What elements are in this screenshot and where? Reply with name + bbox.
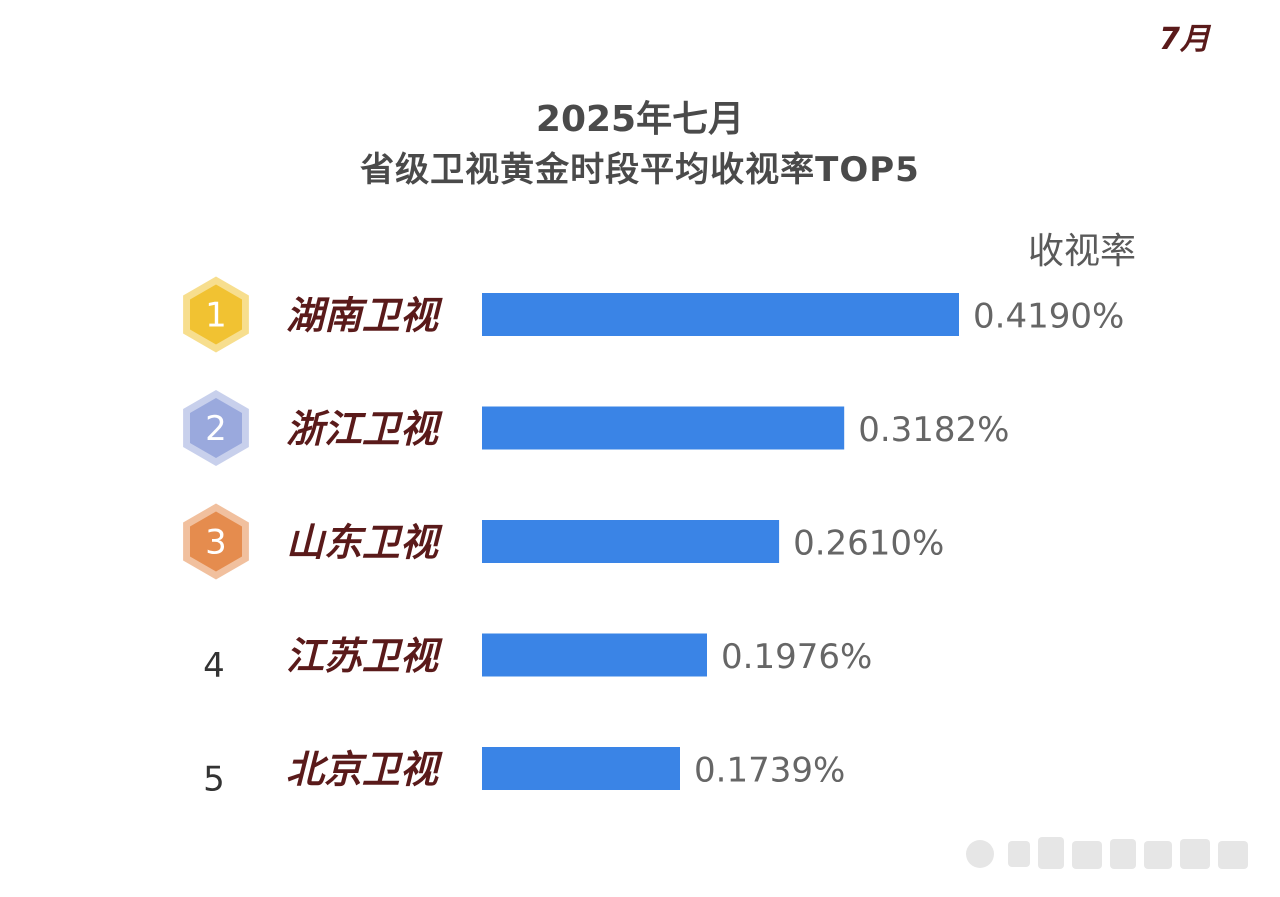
category-label: 湖南卫视 bbox=[286, 294, 443, 338]
rank-label: 5 bbox=[203, 760, 225, 800]
chart-title: 2025年七月 bbox=[535, 99, 745, 140]
chart-row: 1 湖南卫视 0.4190% bbox=[183, 276, 1124, 353]
rank-label: 1 bbox=[205, 296, 227, 336]
value-label: 0.1739% bbox=[694, 751, 845, 791]
category-label: 江苏卫视 bbox=[286, 634, 443, 678]
rank-medal-icon: 1 bbox=[183, 276, 249, 353]
bar bbox=[482, 747, 680, 790]
rank-medal-icon: 3 bbox=[183, 503, 249, 580]
value-label: 0.4190% bbox=[973, 297, 1124, 337]
chart-row: 3 山东卫视 0.2610% bbox=[183, 503, 944, 580]
bar bbox=[482, 406, 845, 450]
bar bbox=[482, 293, 959, 336]
chart-row: 2 浙江卫视 0.3182% bbox=[183, 390, 1009, 466]
chart-subtitle: 省级卫视黄金时段平均收视率TOP5 bbox=[360, 150, 920, 190]
rank-medal-icon: 2 bbox=[183, 390, 249, 466]
value-label: 0.3182% bbox=[858, 410, 1009, 450]
rank-label: 2 bbox=[205, 409, 227, 449]
bar bbox=[482, 633, 707, 677]
rank-number: 5 bbox=[203, 760, 225, 800]
chart-row: 5 北京卫视 0.1739% bbox=[203, 747, 845, 800]
rank-number: 4 bbox=[203, 646, 225, 686]
chart-row: 4 江苏卫视 0.1976% bbox=[203, 633, 872, 686]
bar bbox=[482, 520, 780, 563]
month-tag: 7月 bbox=[1159, 22, 1210, 57]
column-header: 收视率 bbox=[1027, 231, 1136, 272]
rank-label: 3 bbox=[205, 523, 227, 563]
category-label: 山东卫视 bbox=[286, 521, 443, 565]
category-label: 北京卫视 bbox=[286, 748, 443, 792]
value-label: 0.1976% bbox=[721, 637, 872, 677]
category-label: 浙江卫视 bbox=[286, 407, 443, 451]
watermark bbox=[966, 837, 1248, 869]
value-label: 0.2610% bbox=[793, 524, 944, 564]
rank-label: 4 bbox=[203, 646, 225, 686]
